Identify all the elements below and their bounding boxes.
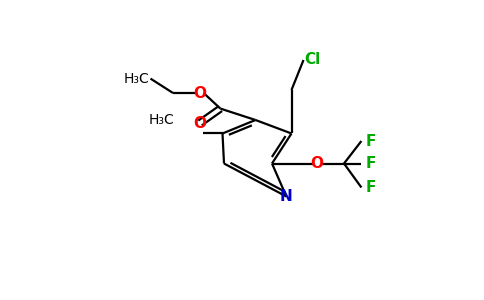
Text: F: F: [365, 180, 376, 195]
Text: O: O: [311, 156, 323, 171]
Text: H₃C: H₃C: [149, 113, 175, 127]
Text: H₃C: H₃C: [123, 72, 149, 86]
Text: O: O: [194, 85, 207, 100]
Text: O: O: [194, 116, 207, 130]
Text: N: N: [280, 189, 293, 204]
Text: Cl: Cl: [304, 52, 321, 68]
Text: F: F: [365, 134, 376, 148]
Text: F: F: [365, 156, 376, 171]
